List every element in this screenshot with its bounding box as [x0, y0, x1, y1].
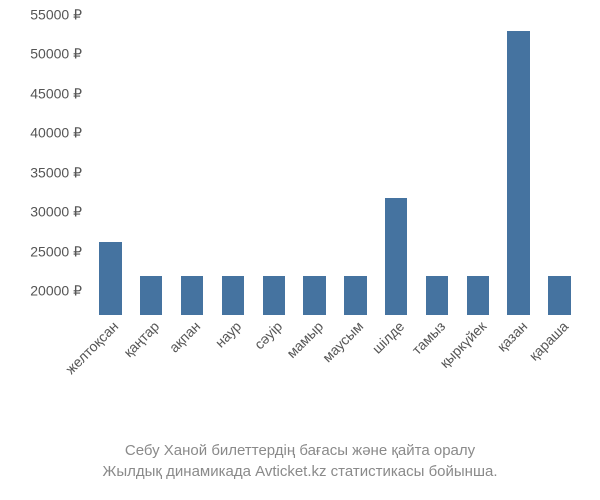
bar-slot	[90, 15, 131, 315]
bar	[426, 276, 448, 315]
bars-container	[90, 15, 580, 315]
x-label-slot: маусым	[335, 318, 376, 428]
bar-slot	[131, 15, 172, 315]
x-label-slot: желтоқсан	[90, 318, 131, 428]
bar-slot	[498, 15, 539, 315]
bar-slot	[457, 15, 498, 315]
bar	[303, 276, 325, 315]
bar-slot	[172, 15, 213, 315]
y-tick-label: 55000 ₽	[30, 7, 82, 24]
x-tick-label: сәуір	[251, 318, 285, 352]
x-tick-label: ақпан	[166, 318, 203, 355]
price-chart: 20000 ₽ 25000 ₽ 30000 ₽ 35000 ₽ 40000 ₽ 45000…	[0, 0, 600, 500]
bar-slot	[417, 15, 458, 315]
y-tick-label: 30000 ₽	[30, 204, 82, 221]
y-tick-label: 45000 ₽	[30, 85, 82, 102]
x-label-slot: шілде	[376, 318, 417, 428]
x-label-slot: ақпан	[172, 318, 213, 428]
bar	[548, 276, 570, 315]
bar	[467, 276, 489, 315]
x-axis: желтоқсанқаңтарақпаннаурсәуірмамырмаусым…	[90, 318, 580, 428]
x-labels-container: желтоқсанқаңтарақпаннаурсәуірмамырмаусым…	[90, 318, 580, 428]
x-label-slot: қазан	[498, 318, 539, 428]
x-tick-label: желтоқсан	[63, 318, 122, 377]
y-axis: 20000 ₽ 25000 ₽ 30000 ₽ 35000 ₽ 40000 ₽ 45000…	[0, 15, 90, 315]
bar	[222, 276, 244, 315]
y-tick-label: 35000 ₽	[30, 164, 82, 181]
bar-slot	[335, 15, 376, 315]
x-label-slot: қараша	[539, 318, 580, 428]
x-label-slot: наур	[212, 318, 253, 428]
y-tick-label: 50000 ₽	[30, 46, 82, 63]
y-tick-label: 25000 ₽	[30, 243, 82, 260]
bar	[507, 31, 529, 315]
bar-slot	[294, 15, 335, 315]
x-label-slot: қыркүйек	[457, 318, 498, 428]
caption-line-1: Себу Ханой билеттердің бағасы және қайта…	[20, 440, 580, 461]
bar-slot	[539, 15, 580, 315]
chart-caption: Себу Ханой билеттердің бағасы және қайта…	[0, 440, 600, 482]
x-label-slot: мамыр	[294, 318, 335, 428]
bar	[181, 276, 203, 315]
x-tick-label: қазан	[493, 318, 530, 355]
caption-line-2: Жылдық динамикада Avticket.kz статистика…	[20, 461, 580, 482]
x-label-slot: тамыз	[417, 318, 458, 428]
bar	[344, 276, 366, 315]
x-label-slot: қаңтар	[131, 318, 172, 428]
bar-slot	[212, 15, 253, 315]
bar	[99, 242, 121, 315]
bar	[263, 276, 285, 315]
bar-slot	[253, 15, 294, 315]
bar	[385, 198, 407, 315]
x-tick-label: наур	[212, 318, 245, 351]
y-tick-label: 20000 ₽	[30, 283, 82, 300]
x-label-slot: сәуір	[253, 318, 294, 428]
bar-slot	[376, 15, 417, 315]
plot-area	[90, 15, 580, 315]
bar	[140, 276, 162, 315]
y-tick-label: 40000 ₽	[30, 125, 82, 142]
